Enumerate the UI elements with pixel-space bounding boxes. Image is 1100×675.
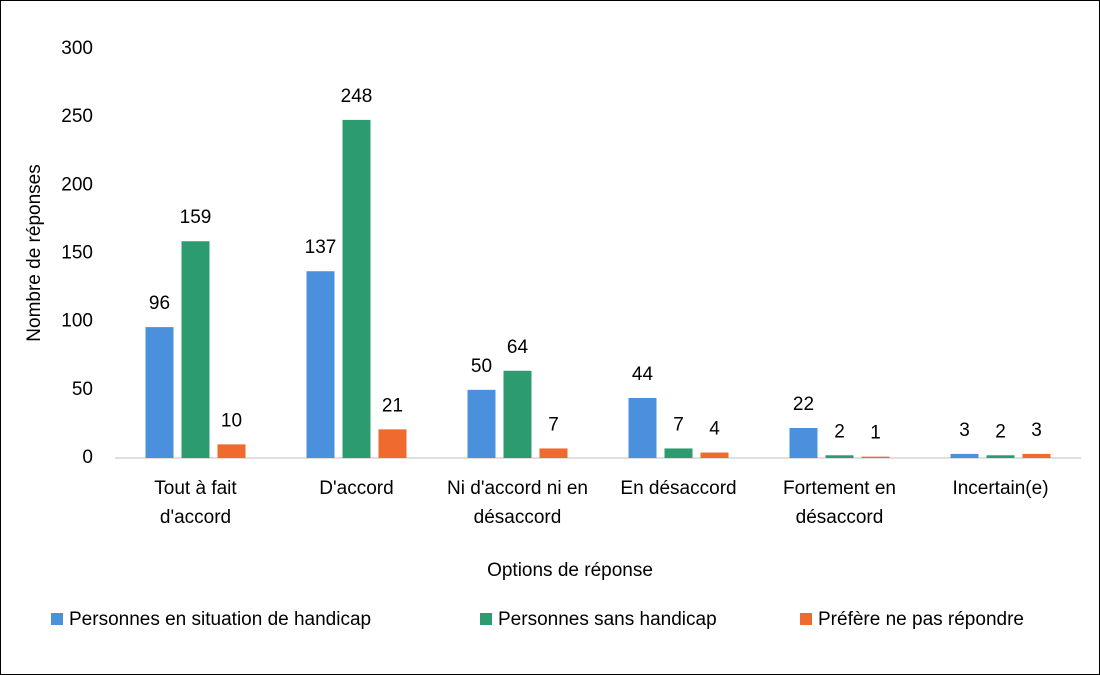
bar [217, 444, 246, 458]
value-label: 10 [221, 410, 242, 431]
bar [789, 428, 818, 458]
value-label: 3 [959, 420, 970, 441]
legend-label: Personnes sans handicap [498, 609, 717, 630]
value-label: 1 [870, 423, 881, 444]
x-tick-label: Incertain(e) [952, 478, 1049, 499]
y-tick-label: 300 [61, 38, 93, 59]
value-label: 22 [793, 394, 814, 415]
value-label: 248 [341, 86, 373, 107]
x-tick-label: D'accord [319, 478, 394, 499]
value-label: 21 [382, 395, 403, 416]
bar [950, 453, 979, 458]
value-label: 50 [471, 356, 492, 377]
bar [825, 455, 854, 458]
y-tick-label: 100 [61, 311, 93, 332]
value-label: 159 [180, 207, 212, 228]
bar [628, 398, 657, 458]
value-label: 44 [632, 364, 654, 385]
bar [181, 241, 210, 458]
y-axis-title: Nombre de réponses [24, 164, 45, 341]
y-tick-label: 0 [82, 447, 93, 468]
value-label: 7 [673, 414, 684, 435]
value-label: 2 [995, 421, 1006, 442]
bar [1022, 453, 1051, 458]
bar [539, 448, 568, 458]
value-label: 3 [1031, 420, 1042, 441]
y-tick-label: 50 [72, 379, 93, 400]
x-tick-label: Tout à fait d'accord [154, 478, 237, 528]
legend-swatch [51, 613, 63, 625]
x-axis-title: Options de réponse [487, 560, 653, 581]
bar [503, 370, 532, 458]
bar [664, 448, 693, 458]
bar [378, 429, 407, 458]
bar [467, 389, 496, 458]
y-tick-label: 150 [61, 243, 93, 264]
value-label: 2 [834, 421, 845, 442]
legend-label: Préfère ne pas répondre [818, 609, 1024, 630]
x-tick-label: Ni d'accord ni en désaccord [447, 478, 588, 528]
bar [861, 456, 890, 458]
x-tick-label: En désaccord [620, 478, 737, 499]
value-label: 7 [548, 414, 559, 435]
y-tick-label: 250 [61, 106, 93, 127]
value-label: 96 [149, 293, 170, 314]
y-tick-label: 200 [61, 174, 93, 195]
bar [986, 455, 1015, 458]
legend-swatch [800, 613, 812, 625]
value-label: 4 [709, 419, 720, 440]
bar [306, 271, 335, 458]
bar [700, 452, 729, 458]
legend-swatch [480, 613, 492, 625]
bar [342, 119, 371, 458]
legend-label: Personnes en situation de handicap [69, 609, 371, 630]
x-tick-label: Fortement en désaccord [783, 478, 896, 528]
bar [145, 327, 174, 458]
value-label: 64 [507, 337, 529, 358]
value-label: 137 [305, 237, 337, 258]
